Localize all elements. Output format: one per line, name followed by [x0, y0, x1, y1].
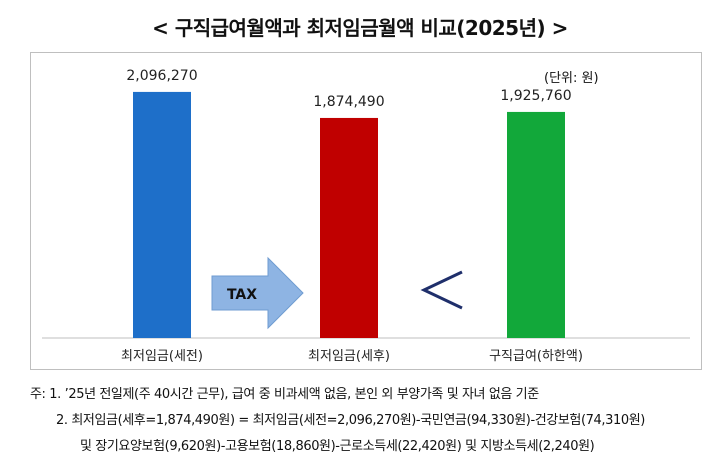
category-label-3: 구직급여(하한액) [489, 349, 583, 364]
tax-arrow-icon [211, 256, 304, 330]
category-label-2: 최저임금(세후) [308, 349, 390, 364]
unit-label: (단위: 원) [544, 71, 599, 86]
bar-2 [320, 117, 378, 338]
bar-3 [507, 111, 565, 338]
value-label-1: 2,096,270 [126, 68, 197, 84]
chart-frame [30, 52, 702, 370]
value-label-3: 1,925,760 [500, 88, 571, 104]
less-than-symbol [420, 270, 463, 310]
footnote-2: 2. 최저임금(세후=1,874,490원) = 최저임금(세전=2,096,2… [56, 413, 645, 428]
category-label-1: 최저임금(세전) [121, 349, 203, 364]
value-label-2: 1,874,490 [313, 94, 384, 110]
footnote-2-continued: 및 장기요양보험(9,620원)-고용보험(18,860원)-근로소득세(22,… [80, 439, 595, 454]
footnotes: 주: 1. ’25년 전일제(주 40시간 근무), 급여 중 비과세액 없음,… [30, 382, 710, 460]
footnote-1: 주: 1. ’25년 전일제(주 40시간 근무), 급여 중 비과세액 없음,… [30, 387, 539, 402]
tax-arrow-label: TAX [227, 287, 257, 303]
bar-1 [133, 91, 191, 338]
chart-title: < 구직급여월액과 최저임금월액 비교(2025년) > [152, 16, 568, 40]
